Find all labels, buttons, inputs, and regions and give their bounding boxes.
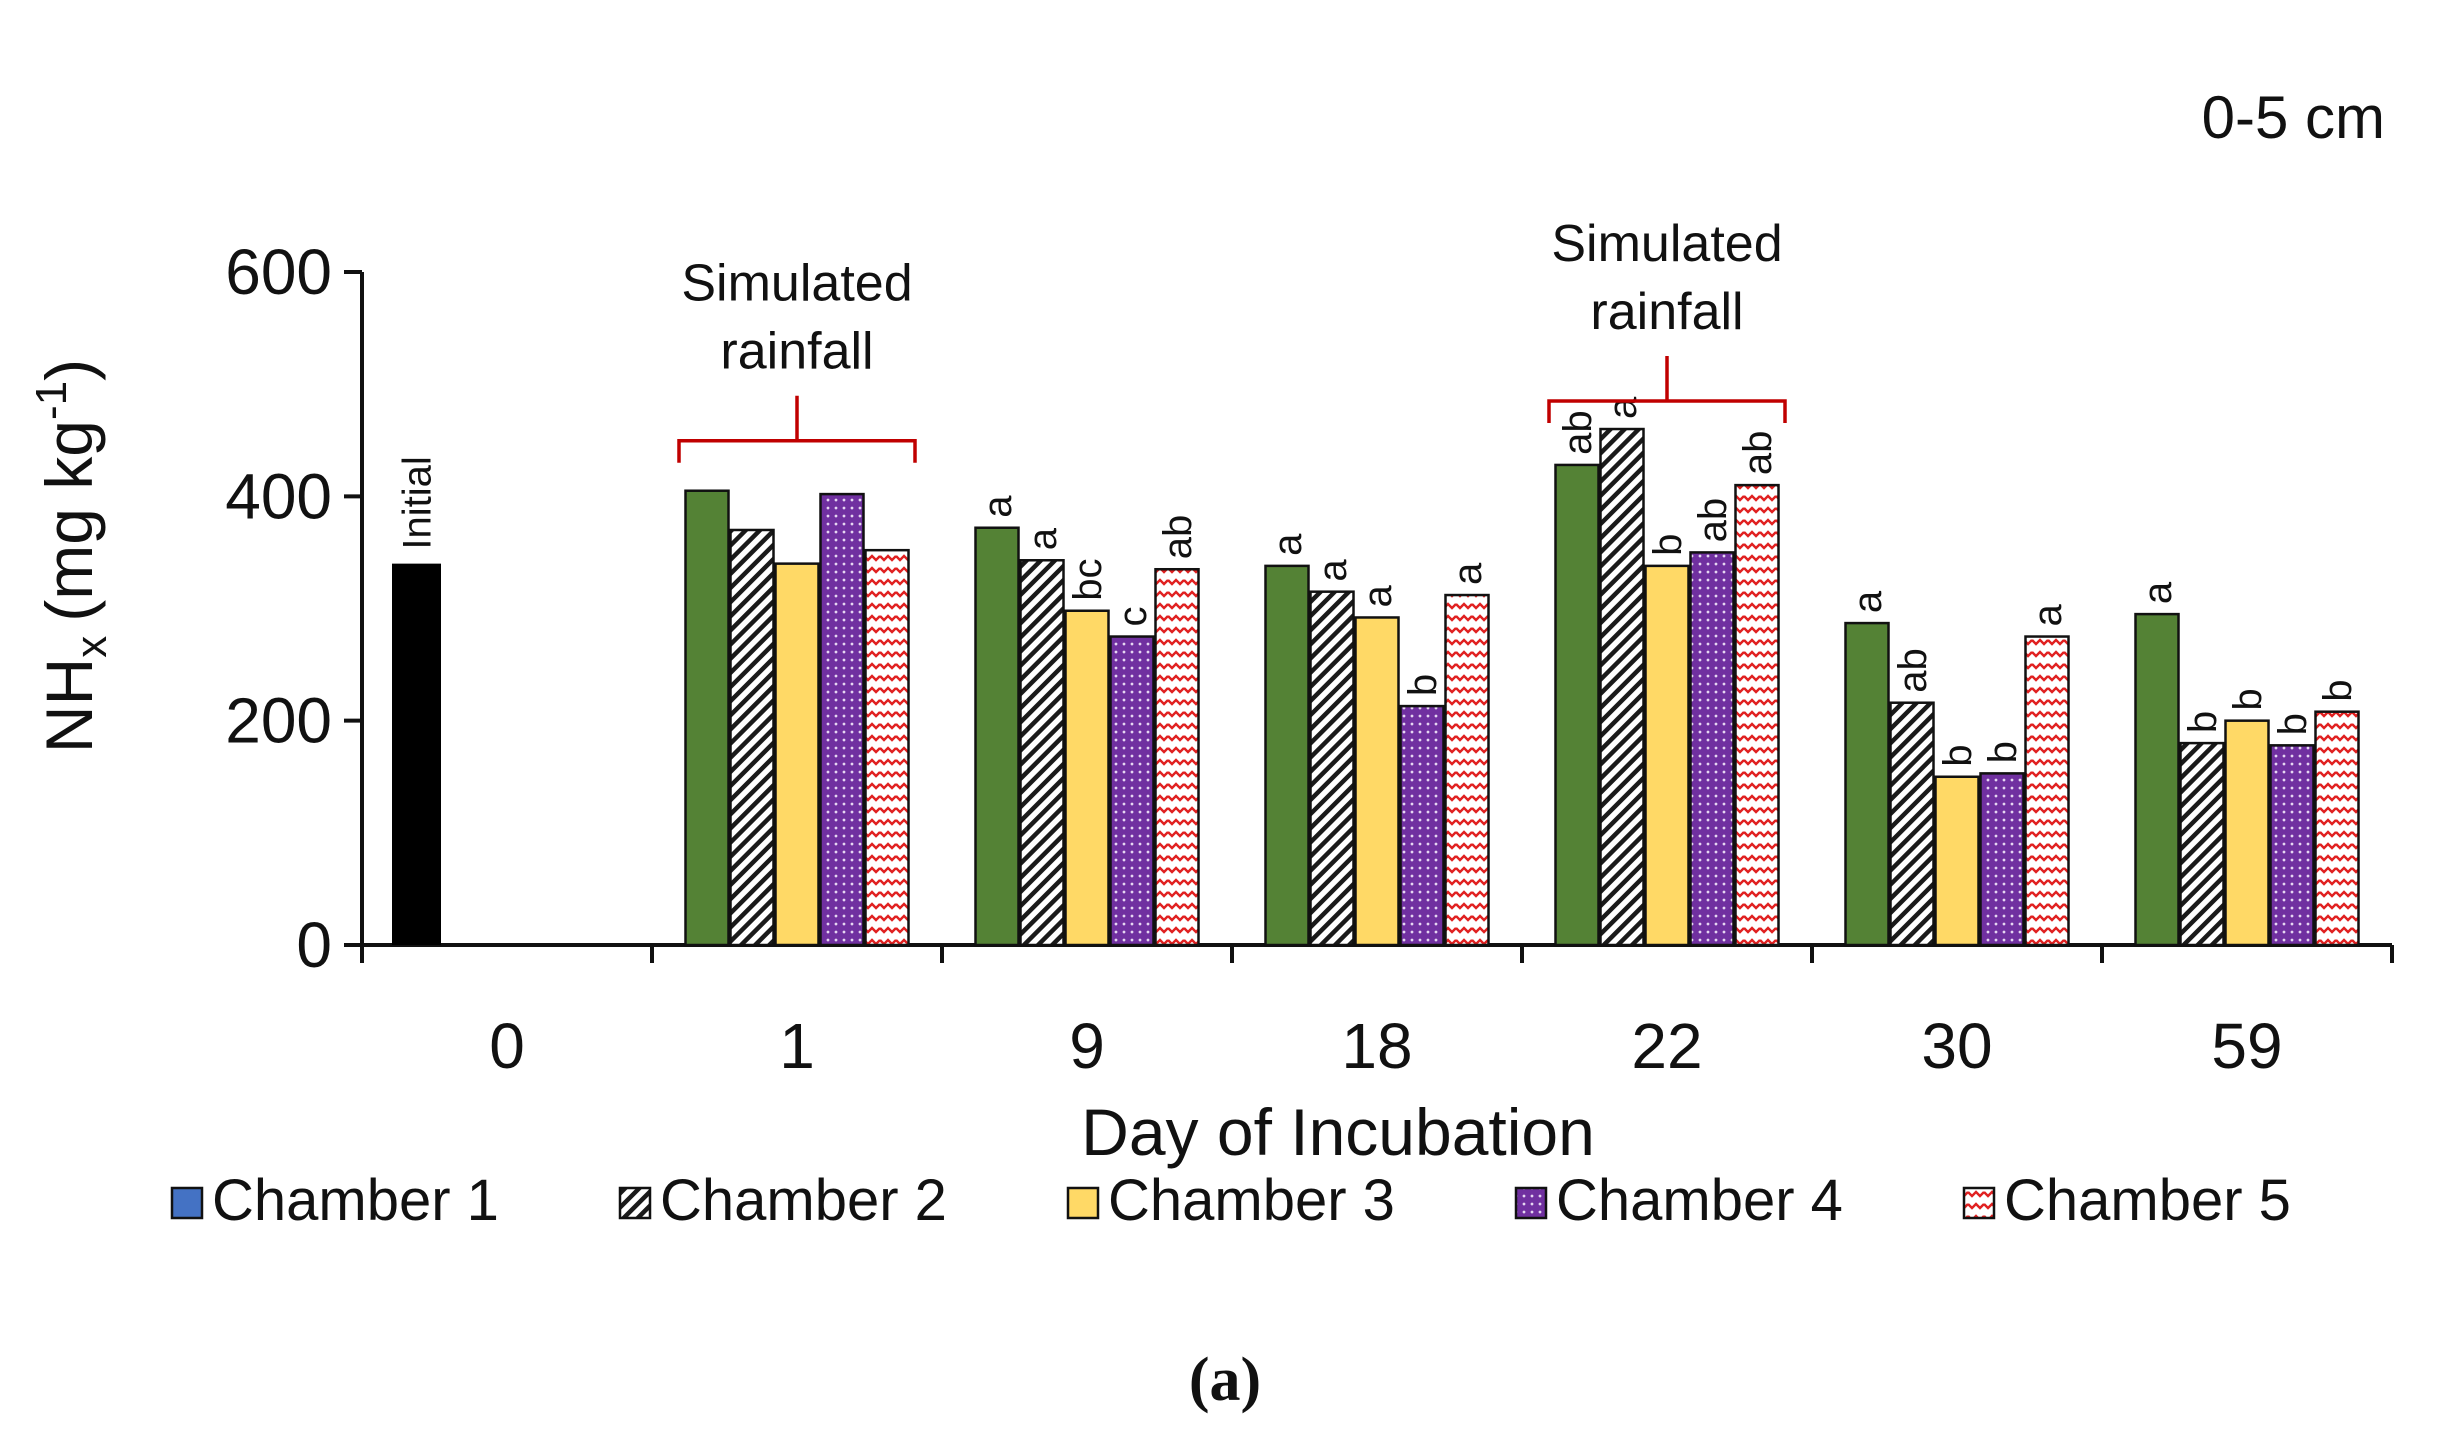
bar-chamber-5-day-9 <box>1154 567 1200 947</box>
bar-chamber-1-day-30 <box>1844 621 1890 947</box>
y-axis-title-main: NH <box>32 658 106 753</box>
significance-letter: a <box>2136 581 2180 604</box>
bar-chamber-1-day-18 <box>1264 564 1310 947</box>
legend-swatch-5 <box>1962 1186 1996 1220</box>
significance-letter: ab <box>1556 410 1600 455</box>
legend-label-2: Chamber 2 <box>660 1168 947 1233</box>
legend-swatch-1 <box>170 1186 204 1220</box>
significance-letter: a <box>1846 590 1890 613</box>
significance-letter: bc <box>1066 558 1110 600</box>
y-axis-title-sup: -1 <box>27 381 76 420</box>
x-tick-label: 18 <box>1341 1010 1412 1082</box>
significance-letter: a <box>1446 562 1490 585</box>
bar-chamber-4-day-59 <box>2269 744 2315 947</box>
x-tick-label: 0 <box>489 1010 525 1082</box>
bar-chamber-2-day-9 <box>1019 559 1065 947</box>
rainfall-bracket <box>677 395 917 463</box>
significance-letter: b <box>1936 745 1980 767</box>
y-axis-title-close: ) <box>32 359 106 381</box>
bar-chamber-5-day-30 <box>2024 635 2070 947</box>
legend-swatch-3 <box>1066 1186 1100 1220</box>
x-tick-label: 9 <box>1069 1010 1105 1082</box>
bar-chamber-3-day-9 <box>1064 609 1110 947</box>
bar-chamber-5-day-18 <box>1444 593 1490 947</box>
y-tick-label: 600 <box>225 236 332 308</box>
significance-letter: ab <box>1691 498 1735 543</box>
bar-chamber-5-day-59 <box>2314 710 2360 947</box>
significance-letter: b <box>1646 534 1690 556</box>
significance-letter: a <box>1266 533 1310 556</box>
bar-chamber-5-day-22 <box>1734 483 1780 947</box>
x-tick-label: 59 <box>2211 1010 2282 1082</box>
bar-chamber-2-day-30 <box>1889 701 1935 947</box>
significance-letter: b <box>2316 679 2360 701</box>
significance-letter: b <box>2226 688 2270 710</box>
depth-label: 0-5 cm <box>2202 84 2385 151</box>
bar-chamber-2-day-22 <box>1599 427 1645 947</box>
rainfall-label-line2: rainfall <box>1590 283 1743 341</box>
y-tick-label: 0 <box>296 909 332 981</box>
x-tick-label: 22 <box>1631 1010 1702 1082</box>
y-tick-label: 400 <box>225 460 332 532</box>
bar-chamber-4-day-22 <box>1689 551 1735 947</box>
legend: Chamber 1 Chamber 2 Chamber 3 Chamber 4 Cham… <box>170 1168 2291 1233</box>
bar-chamber-3-day-30 <box>1934 775 1980 947</box>
x-axis-title: Day of Incubation <box>1081 1095 1595 1169</box>
bar-chamber-4-day-1 <box>819 492 865 947</box>
y-tick-label: 200 <box>225 685 332 757</box>
rainfall-label-line1: Simulated <box>681 255 912 313</box>
significance-letter: ab <box>1891 648 1935 693</box>
bar-chamber-2-day-1 <box>729 528 775 947</box>
significance-letter: c <box>1111 607 1155 627</box>
significance-letter: a <box>1356 584 1400 607</box>
bar-chamber-1-day-22 <box>1554 463 1600 947</box>
bar-chamber-3-day-59 <box>2224 719 2270 947</box>
bar-chamber-1-day-1 <box>684 489 730 947</box>
bar-chamber-2-day-59 <box>2179 741 2225 947</box>
bar-chamber-3-day-1 <box>774 562 820 947</box>
significance-letter: a <box>2026 604 2070 627</box>
rainfall-bracket <box>1547 356 1787 424</box>
significance-letter: a <box>1311 559 1355 582</box>
bar-chamber-3-day-18 <box>1354 616 1400 947</box>
x-tick-label: 1 <box>779 1010 815 1082</box>
bar-chamber-1-day-59 <box>2134 612 2180 947</box>
legend-swatch-4 <box>1514 1186 1548 1220</box>
bar-chamber-3-day-22 <box>1644 564 1690 947</box>
rainfall-label-line2: rainfall <box>720 323 873 381</box>
significance-letter: a <box>976 495 1020 518</box>
significance-letter: b <box>1981 741 2025 763</box>
bar-chamber-1-day-9 <box>974 526 1020 947</box>
x-tick-label: 30 <box>1921 1010 1992 1082</box>
bar-chamber-4-day-9 <box>1109 635 1155 947</box>
y-axis-title-units: (mg kg <box>32 420 106 622</box>
y-axis-title: NHx (mg kg-1) <box>27 359 116 753</box>
legend-label-5: Chamber 5 <box>2004 1168 2291 1233</box>
significance-letter: b <box>1401 674 1445 696</box>
significance-letter: ab <box>1736 431 1780 476</box>
bar-chamber-4-day-18 <box>1399 704 1445 947</box>
bar-chamber-2-day-18 <box>1309 590 1355 947</box>
significance-letter: b <box>2181 711 2225 733</box>
legend-swatch-2 <box>618 1186 652 1220</box>
panel-label: (a) <box>1189 1346 1261 1414</box>
y-axis-title-sub: x <box>67 636 116 658</box>
significance-letter: ab <box>1156 515 1200 560</box>
initial-label: Initial <box>396 456 440 549</box>
rainfall-label-line1: Simulated <box>1551 215 1782 273</box>
legend-label-3: Chamber 3 <box>1108 1168 1395 1233</box>
significance-letter: b <box>2271 713 2315 735</box>
legend-label-1: Chamber 1 <box>212 1168 499 1233</box>
significance-letter: a <box>1021 527 1065 550</box>
bar-chamber-5-day-1 <box>864 548 910 947</box>
bar-initial <box>392 563 441 945</box>
legend-label-4: Chamber 4 <box>1556 1168 1843 1233</box>
bar-chamber-4-day-30 <box>1979 772 2025 947</box>
